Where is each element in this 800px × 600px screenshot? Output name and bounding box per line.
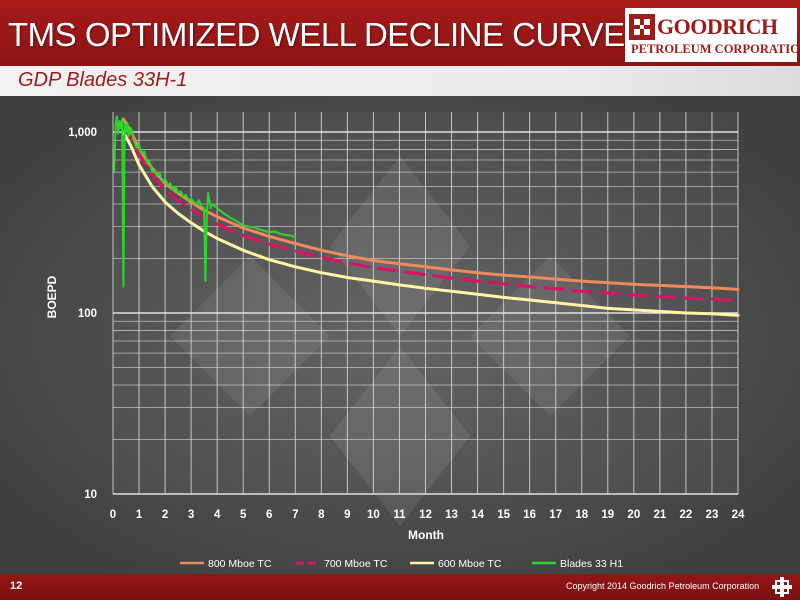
- chart-legend: 800 Mboe TC 700 Mboe TC 600 Mboe TC Blades …: [180, 558, 623, 570]
- slide-title: TMS OPTIMIZED WELL DECLINE CURVE: [8, 16, 625, 53]
- x-tick-label: 13: [445, 509, 458, 521]
- x-tick-label: 4: [214, 509, 221, 521]
- x-tick-label: 19: [601, 509, 614, 521]
- x-tick-label: 9: [344, 509, 350, 521]
- legend-label: 600 Mboe TC: [438, 558, 502, 570]
- x-tick-label: 18: [575, 509, 588, 521]
- x-tick-label: 14: [471, 509, 484, 521]
- x-tick-label: 6: [266, 509, 272, 521]
- slide-subtitle: GDP Blades 33H-1: [18, 69, 188, 91]
- x-tick-label: 22: [680, 509, 693, 521]
- series-line-3: [121, 130, 740, 317]
- series-line-4: [113, 115, 297, 288]
- x-tick-label: 8: [318, 509, 325, 521]
- x-tick-label: 20: [627, 509, 640, 521]
- x-tick-label: 5: [240, 509, 247, 521]
- decline-curve-chart: 0 1 2 3 4 5 6 7 8 9 10 11 12 13 14 15 16 17 18 19 20 21 22 23 24…: [0, 96, 800, 574]
- page-number: 12: [10, 580, 23, 592]
- x-axis-title: Month: [408, 528, 444, 542]
- company-logo: GOODRICH PETROLEUM CORPORATION: [625, 8, 800, 62]
- footer-bar: 12 Copyright 2014 Goodrich Petroleum Cor…: [0, 574, 800, 600]
- x-tick-label: 16: [523, 509, 536, 521]
- y-tick-label: 100: [78, 308, 97, 320]
- legend-label: Blades 33 H1: [560, 558, 623, 570]
- legend-label: 800 Mboe TC: [208, 558, 272, 570]
- footer-logo-icon: [772, 577, 792, 597]
- x-tick-label: 23: [706, 509, 719, 521]
- x-tick-label: 21: [653, 509, 666, 521]
- x-tick-label: 0: [110, 509, 116, 521]
- series-lines: [113, 115, 740, 317]
- header-bar: TMS OPTIMIZED WELL DECLINE CURVE GOODRIC…: [0, 0, 800, 66]
- grid-lines: [112, 112, 739, 495]
- x-tick-label: 10: [367, 509, 380, 521]
- y-tick-label: 10: [84, 489, 97, 501]
- x-tick-label: 11: [393, 509, 406, 521]
- x-tick-label: 15: [497, 509, 510, 521]
- x-tick-label: 3: [188, 509, 194, 521]
- y-tick-label: 1,000: [68, 127, 97, 139]
- x-tick-label: 12: [419, 509, 432, 521]
- x-tick-label: 2: [162, 509, 168, 521]
- chart-svg: 0 1 2 3 4 5 6 7 8 9 10 11 12 13 14 15 16 17 18 19 20 21 22 23 24…: [0, 96, 800, 574]
- y-axis-title: BOEPD: [45, 275, 59, 318]
- axes: 0 1 2 3 4 5 6 7 8 9 10 11 12 13 14 15 16 17 18 19 20 21 22 23 24…: [68, 127, 745, 521]
- copyright-text: Copyright 2014 Goodrich Petroleum Corpor…: [566, 581, 760, 591]
- watermark-emblem-icon: [170, 156, 630, 526]
- x-tick-label: 7: [292, 509, 298, 521]
- logo-subtitle: PETROLEUM CORPORATION: [631, 42, 800, 56]
- legend-label: 700 Mboe TC: [324, 558, 388, 570]
- series-line-2: [121, 122, 740, 303]
- logo-wordmark: GOODRICH: [657, 14, 778, 39]
- x-tick-label: 24: [732, 509, 745, 521]
- x-tick-label: 17: [549, 509, 562, 521]
- goodrich-logo-icon: [629, 14, 655, 40]
- subtitle-bar: GDP Blades 33H-1: [0, 66, 800, 96]
- x-tick-label: 1: [136, 509, 143, 521]
